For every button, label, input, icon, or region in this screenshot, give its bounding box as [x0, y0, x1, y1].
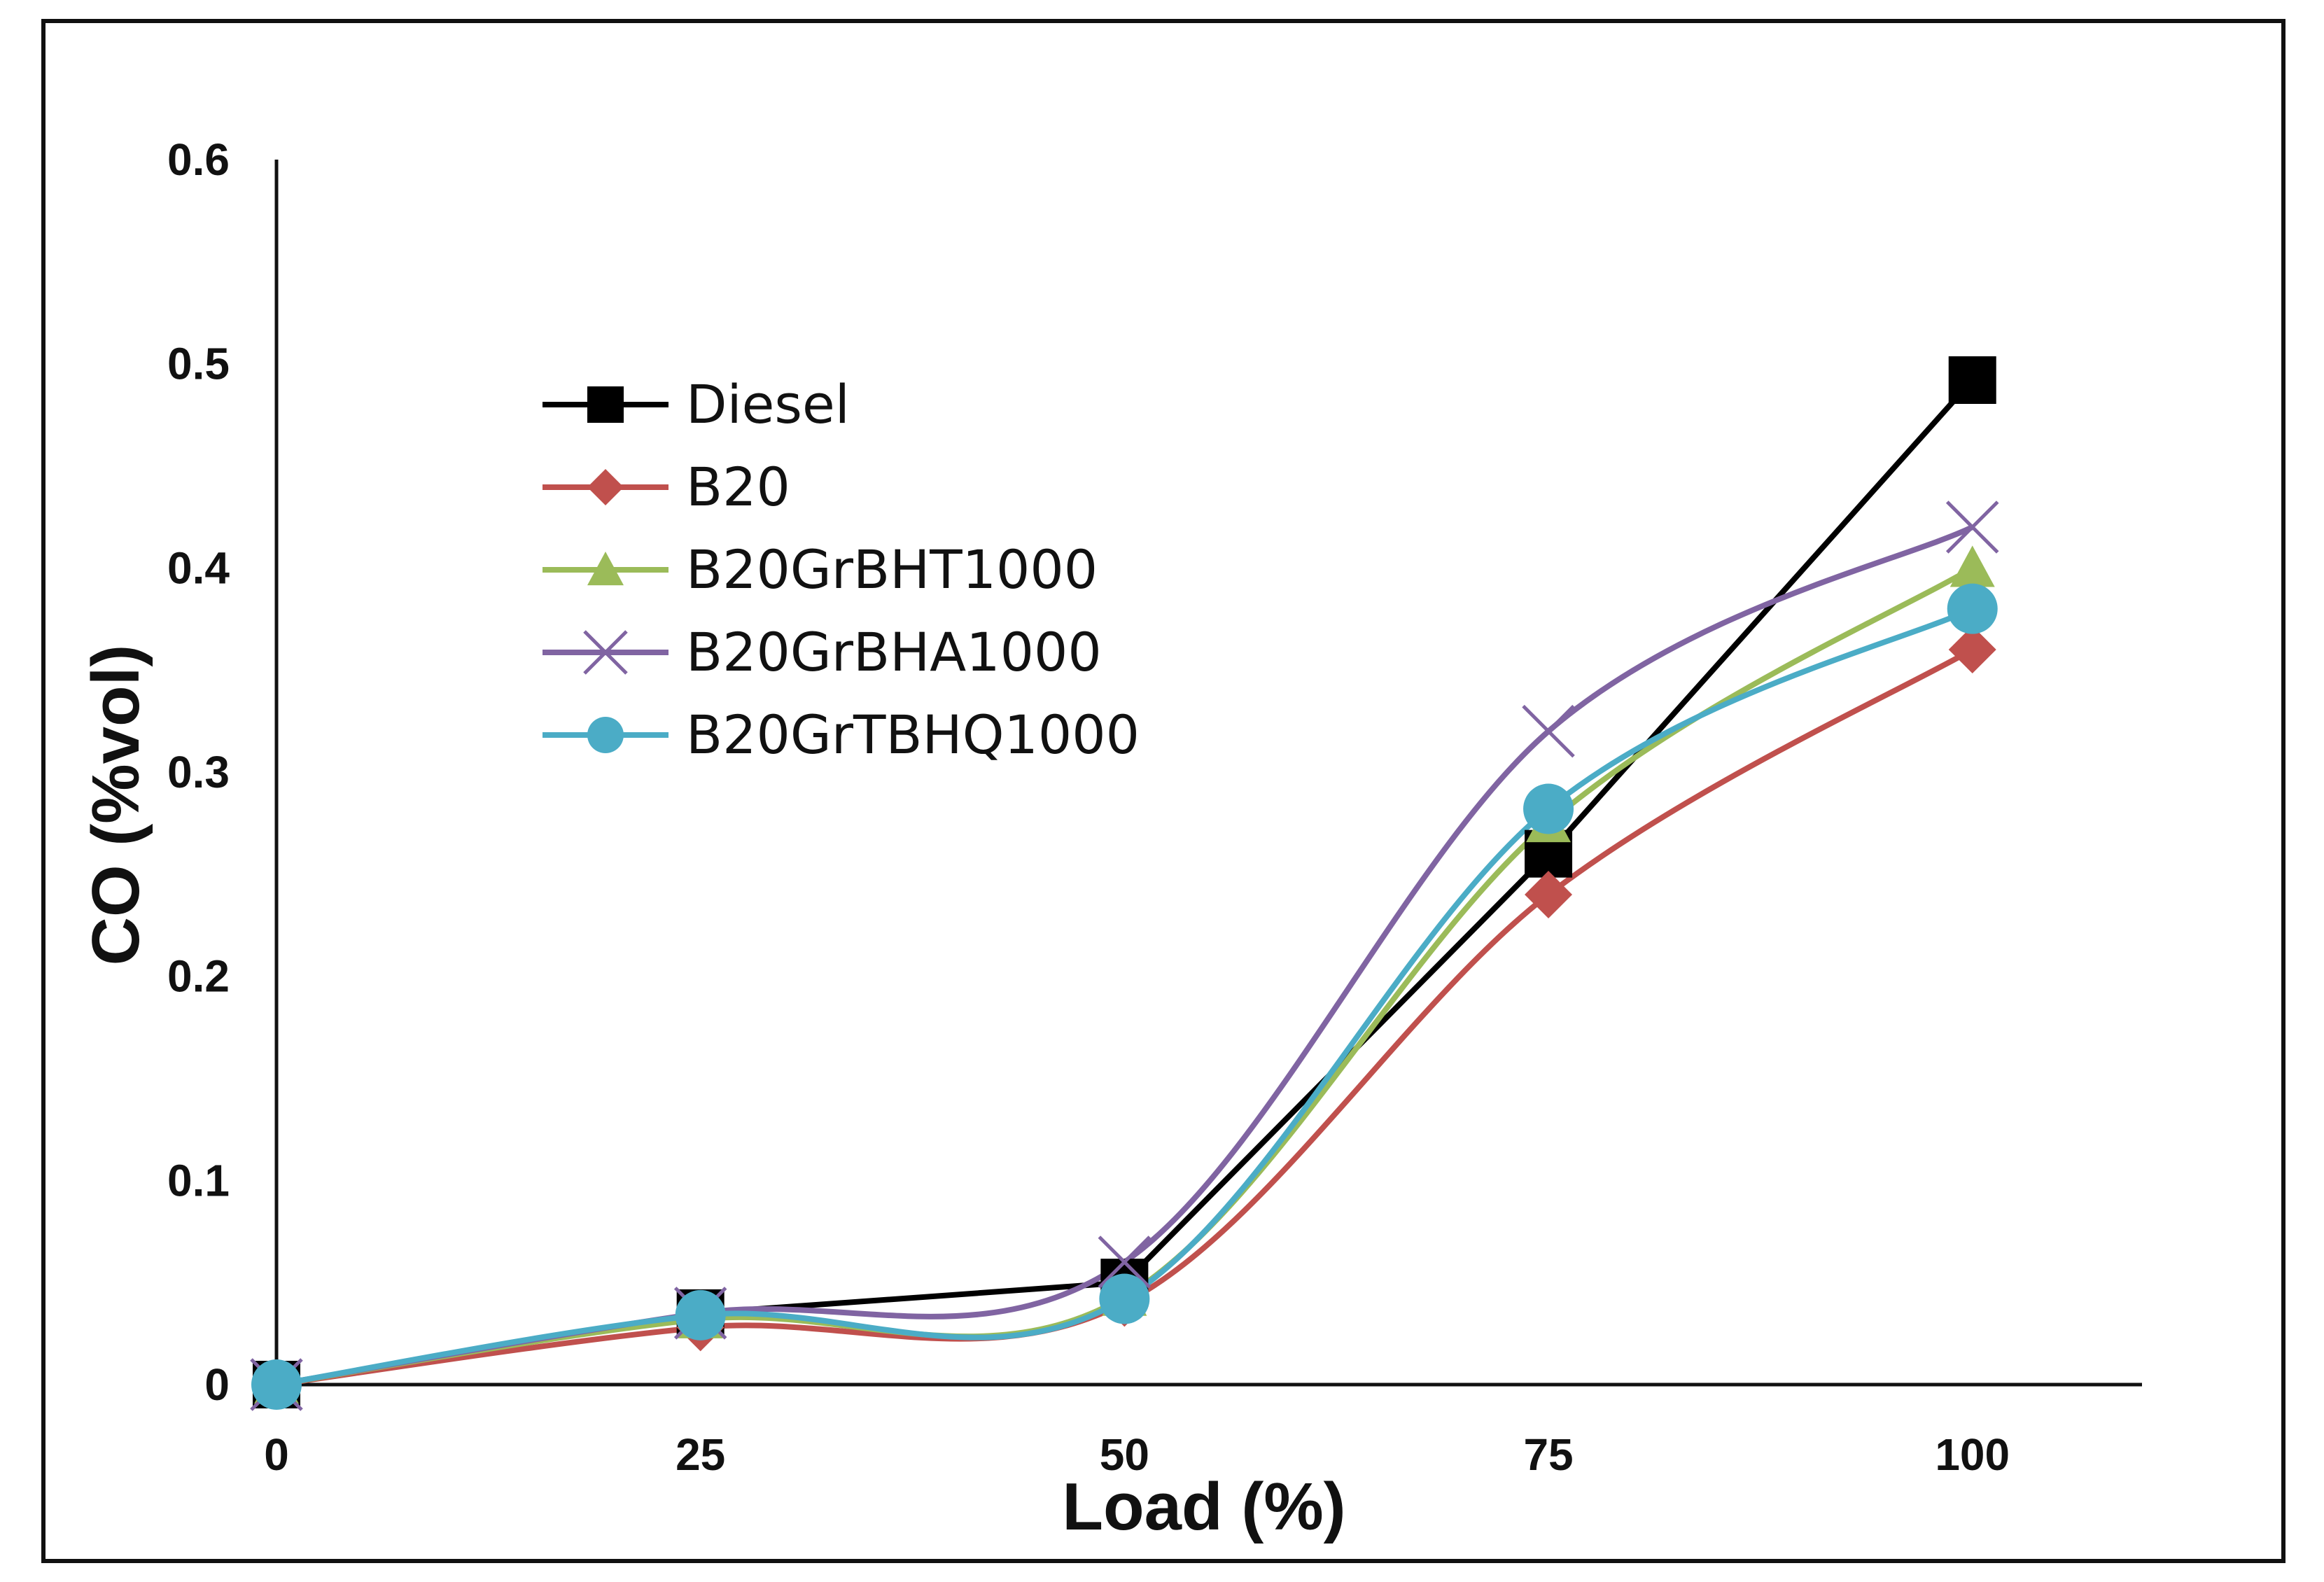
x-tick-label: 0 [264, 1429, 289, 1480]
y-tick-label: 0.2 [167, 951, 230, 1002]
legend-marker-b20grtbhq1000 [587, 717, 624, 753]
data-point-b20grtbhq1000 [1523, 783, 1574, 834]
data-point-b20grbha1000 [1522, 704, 1575, 758]
series-line-b20 [276, 647, 1974, 1387]
y-tick-label: 0.1 [167, 1155, 230, 1205]
data-point-b20grtbhq1000 [1947, 583, 1998, 634]
y-tick-label: 0 [204, 1359, 230, 1410]
legend-marker-b20grbht1000 [587, 552, 624, 586]
y-tick-label: 0.6 [167, 134, 230, 185]
data-point-b20 [1525, 871, 1573, 918]
y-axis-title: CO (%vol) [78, 645, 153, 966]
x-tick-label: 75 [1523, 1429, 1573, 1480]
y-tick-label: 0.3 [167, 747, 230, 797]
legend-label-b20grbha1000: B20GrBHA1000 [686, 621, 1102, 683]
data-point-b20grbht1000 [1949, 545, 1995, 587]
legend-label-b20grbht1000: B20GrBHT1000 [686, 538, 1098, 601]
x-axis-title: Load (%) [1062, 1469, 1345, 1544]
data-point-b20grtbhq1000 [251, 1359, 302, 1410]
y-tick-label: 0.4 [167, 542, 230, 593]
x-tick-label: 100 [1935, 1429, 2010, 1480]
legend-label-b20: B20 [686, 456, 790, 518]
legend-marker-diesel [587, 386, 624, 423]
legend-label-b20grtbhq1000: B20GrTBHQ1000 [686, 704, 1140, 766]
legend-label-diesel: Diesel [686, 373, 850, 435]
data-point-b20grtbhq1000 [675, 1289, 726, 1340]
data-point-b20grtbhq1000 [1099, 1273, 1150, 1324]
chart-frame [41, 19, 2286, 1563]
x-tick-label: 50 [1100, 1429, 1149, 1480]
data-point-diesel [1948, 356, 1996, 404]
y-tick-label: 0.5 [167, 339, 230, 389]
legend-marker-b20grbha1000 [583, 630, 628, 675]
data-point-b20grbha1000 [1945, 500, 1999, 554]
x-tick-label: 25 [676, 1429, 725, 1480]
legend-marker-b20 [587, 469, 624, 505]
series-line-b20grtbhq1000 [276, 606, 1974, 1387]
data-point-b20 [1948, 626, 1996, 673]
data-point-b20grbha1000 [1098, 1236, 1152, 1289]
